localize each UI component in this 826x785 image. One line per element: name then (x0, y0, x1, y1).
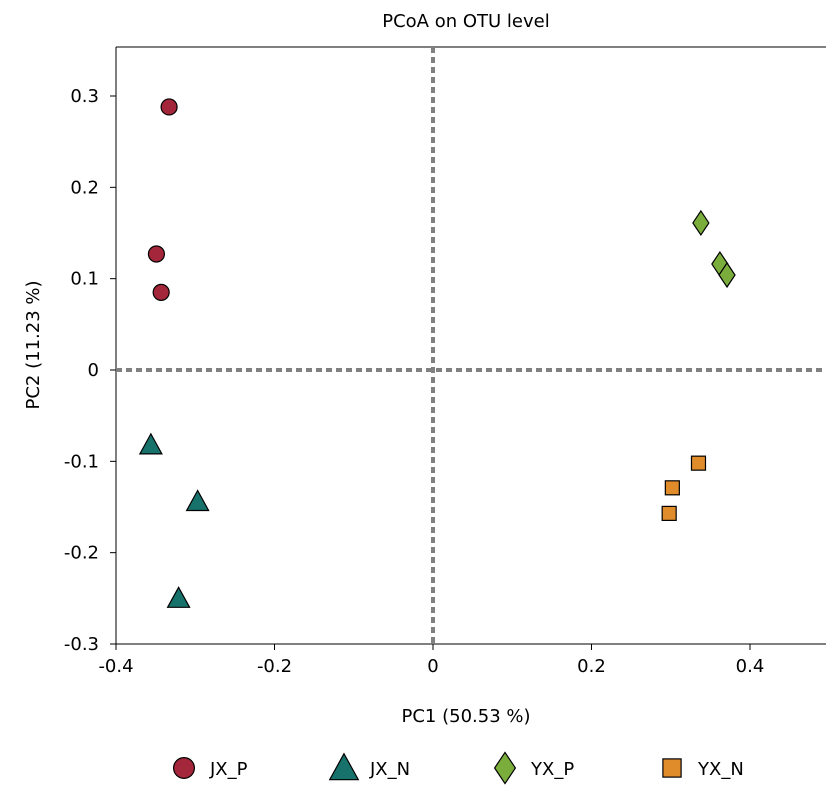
y-tick-label: 0.2 (70, 177, 99, 198)
y-tick-label: 0.3 (70, 86, 99, 107)
legend: JX_P JX_N YX_P YX_N (173, 751, 744, 785)
x-axis-label: PC1 (50.53 %) (402, 706, 531, 727)
data-point-jx-p (147, 245, 166, 263)
legend-marker-yx-p (493, 751, 517, 785)
x-tick-label: -0.2 (257, 656, 292, 677)
data-point-yx-n (664, 480, 680, 496)
legend-marker-jx-n (328, 752, 360, 781)
legend-label-yx-p: YX_P (530, 759, 574, 780)
y-tick-label: 0.1 (70, 269, 99, 290)
data-point-yx-n (690, 455, 707, 471)
y-tick-label: -0.2 (64, 543, 99, 564)
data-point-jx-n (166, 586, 191, 608)
legend-label-yx-n: YX_N (697, 759, 744, 780)
legend-marker-jx-p (173, 756, 196, 779)
data-point-jx-n (138, 432, 163, 455)
x-tick-label: -0.4 (98, 656, 133, 677)
y-tick-label: -0.1 (64, 451, 99, 472)
x-axis: -0.4 -0.2 0 0.2 0.4 (98, 644, 764, 677)
data-point-jx-p (152, 283, 170, 301)
y-axis: -0.3 -0.2 -0.1 0 0.1 0.2 0.3 (64, 86, 116, 655)
x-tick-label: 0.4 (736, 656, 765, 677)
x-tick-label: 0.2 (577, 656, 606, 677)
plot-area (115, 46, 826, 645)
data-point-yx-n (661, 505, 677, 521)
legend-marker-yx-n (662, 758, 682, 778)
data-point-yx-p (692, 209, 710, 237)
data-point-jx-n (185, 489, 210, 512)
y-axis-label: PC2 (11.23 %) (23, 281, 44, 410)
legend-label-jx-p: JX_P (209, 759, 248, 780)
data-point-jx-p (160, 98, 178, 116)
y-tick-label: -0.3 (64, 634, 99, 655)
data-point-yx-p (718, 261, 736, 289)
x-tick-label: 0 (427, 656, 438, 677)
legend-label-jx-n: JX_N (369, 759, 410, 780)
chart-title: PCoA on OTU level (382, 11, 549, 32)
y-tick-label: 0 (88, 360, 99, 381)
data-points (138, 98, 736, 608)
